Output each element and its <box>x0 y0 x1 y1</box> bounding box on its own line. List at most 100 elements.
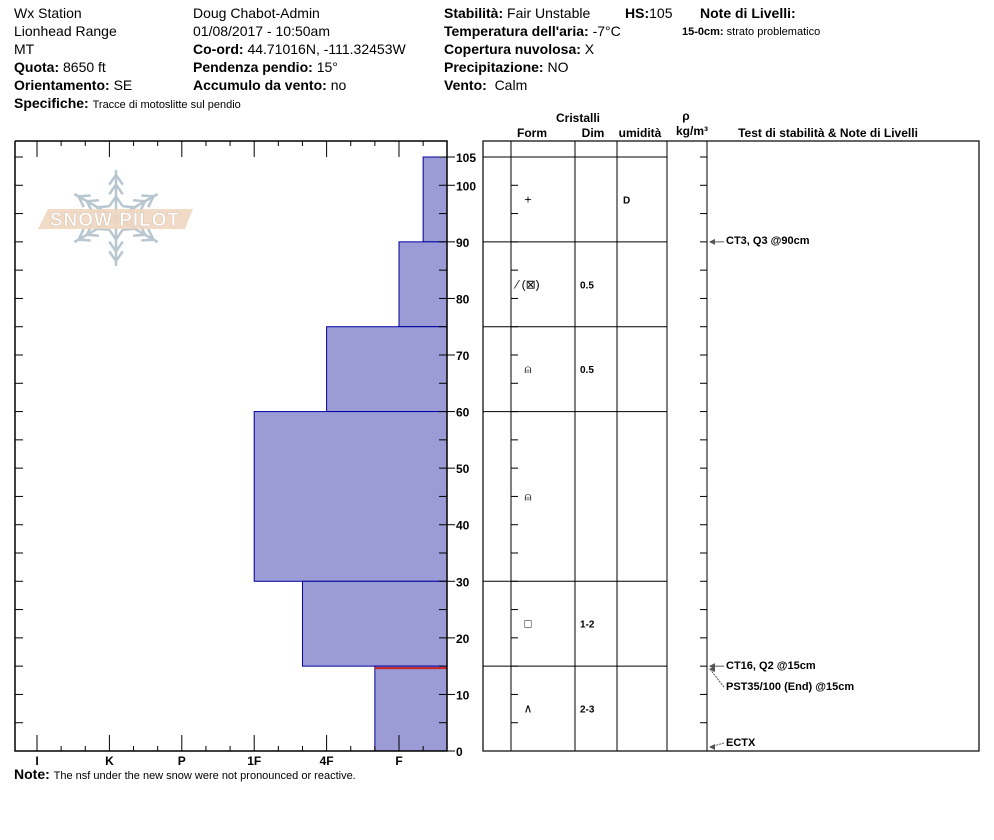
moisture: D <box>623 195 630 206</box>
specifics: Specifiche: Tracce di motoslitte sul pen… <box>14 94 241 114</box>
snowflake-branch <box>108 195 118 208</box>
depth-tick-label: 100 <box>456 179 476 193</box>
datetime: 01/08/2017 - 10:50am <box>193 23 330 39</box>
grain-size: 2-3 <box>580 705 595 716</box>
stability-label: Stabilità: <box>444 5 504 21</box>
depth-tick-label: 70 <box>456 349 470 363</box>
wind-label: Vento: <box>444 77 487 93</box>
note-text: The nsf under the new snow were not pron… <box>53 770 356 782</box>
grain-form: + <box>524 192 531 206</box>
moisture-header: umidità <box>619 126 662 140</box>
depth-tick-label: 40 <box>456 519 470 533</box>
depth-tick-label: 20 <box>456 632 470 646</box>
snowflake-branch <box>78 194 91 198</box>
wind-value: Calm <box>494 77 528 93</box>
grain-form: ⁄ (⊠) <box>513 277 539 291</box>
snowflake-branch <box>108 174 118 186</box>
elevation-value: 8650 ft <box>63 59 106 75</box>
wind: Vento: Calm <box>444 76 621 94</box>
hardness-bar-5 <box>374 665 448 752</box>
specifics-value: Tracce di motoslitte sul pendio <box>92 99 241 111</box>
layer-notes-title: Note di Livelli: <box>700 4 796 22</box>
sky-value: X <box>584 41 595 57</box>
snowflake-branch <box>141 194 154 198</box>
grain-form: ⍝ <box>524 362 531 376</box>
grain-form: □ <box>524 617 531 631</box>
snowflake-branch <box>108 240 118 253</box>
snowflake-branch <box>108 183 118 196</box>
snowflake-branch <box>114 250 124 262</box>
depth-tick-label: 105 <box>456 151 476 165</box>
air-temp-value: -7°C <box>592 23 621 39</box>
hardness-bar-4 <box>301 580 448 667</box>
grain-size: 1-2 <box>580 620 595 631</box>
arrow-head-icon <box>709 744 715 750</box>
snowflake-branch <box>114 195 124 208</box>
station: Wx Station <box>14 5 82 21</box>
hs: HS:105 <box>625 4 672 22</box>
snowflake-branch <box>108 250 118 262</box>
note-label: Note: <box>14 766 50 782</box>
hardness-tick-label: I <box>35 754 38 768</box>
snowpilot-logo: SNOW PILOT <box>38 170 193 266</box>
snowflake-branch <box>147 195 155 208</box>
layer-table: Cristalli Form Dim umidità ρ kg/m³ Test … <box>482 109 980 752</box>
depth-tick-label: 90 <box>456 236 470 250</box>
snowflake-branch <box>133 199 146 203</box>
snowflake-branch <box>114 240 124 253</box>
form-header: Form <box>517 126 547 140</box>
precip-label: Precipitazione: <box>444 59 544 75</box>
depth-tick-label: 60 <box>456 406 470 420</box>
aspect-label: Orientamento: <box>14 77 110 93</box>
range: Lionhead Range <box>14 23 117 39</box>
stability-test-result: ECTX <box>726 737 756 749</box>
test-arrow <box>709 668 725 688</box>
hs-value: 105 <box>649 5 673 21</box>
stability-value: Fair Unstable <box>507 5 591 21</box>
rho-header: ρ <box>682 109 689 123</box>
size-header: Dim <box>582 126 605 140</box>
header-col-location: Wx Station Lionhead Range MT Quota: 8650… <box>14 4 241 114</box>
snowflake-branch <box>114 174 124 186</box>
snowflake-branch <box>122 205 135 209</box>
stability-test-result: CT3, Q3 @90cm <box>726 235 810 247</box>
air-temp-label: Temperatura dell'aria: <box>444 23 589 39</box>
density-header: kg/m³ <box>676 124 708 138</box>
aspect-value: SE <box>113 77 133 93</box>
stability-test-result: CT16, Q2 @15cm <box>726 660 816 672</box>
logo-text: SNOW PILOT <box>50 210 180 231</box>
profile-note: Note: The nsf under the new snow were no… <box>14 765 356 785</box>
depth-tick-label: 10 <box>456 688 470 702</box>
state: MT <box>14 41 35 57</box>
snowflake-branch <box>133 233 146 237</box>
precip: Precipitazione: NO <box>444 58 621 76</box>
tests-header: Test di stabilità & Note di Livelli <box>738 126 918 140</box>
air-temp: Temperatura dell'aria: -7°C <box>444 22 621 40</box>
hs-label: HS: <box>625 5 650 21</box>
snowflake-branch <box>141 238 154 242</box>
wind-loading: Accumulo da vento: no <box>193 76 406 94</box>
depth-tick-label: 50 <box>456 462 470 476</box>
header-col-weather: Stabilità: Fair Unstable Temperatura del… <box>444 4 621 94</box>
coord: Co-ord: 44.71016N, -111.32453W <box>193 40 406 58</box>
layer-notes-label: Note di Livelli: <box>700 5 796 21</box>
snowflake-branch <box>147 228 155 241</box>
arrow-head-icon <box>709 666 715 673</box>
precip-value: NO <box>547 59 569 75</box>
wind-loading-value: no <box>330 77 347 93</box>
snowflake-branch <box>78 238 91 242</box>
stability: Stabilità: Fair Unstable <box>444 4 621 22</box>
grain-form: ∧ <box>524 702 533 716</box>
hardness-tick-label: 1F <box>247 754 261 768</box>
aspect: Orientamento: SE <box>14 76 241 94</box>
elevation-label: Quota: <box>14 59 60 75</box>
logo-banner <box>38 209 193 229</box>
snowflake-branch <box>97 205 110 209</box>
layer-note-range: 15-0cm: <box>682 26 724 38</box>
grain-size: 0.5 <box>580 365 594 376</box>
depth-tick-label: 80 <box>456 292 470 306</box>
coord-value: 44.71016N, -111.32453W <box>247 41 406 57</box>
hardness-bar-3 <box>253 411 448 582</box>
slope-value: 15° <box>316 59 338 75</box>
coord-label: Co-ord: <box>193 41 244 57</box>
